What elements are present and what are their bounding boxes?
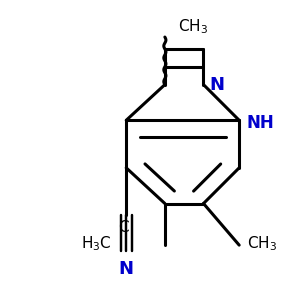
Text: N: N [209, 76, 224, 94]
Text: NH: NH [247, 114, 274, 132]
Text: CH$_3$: CH$_3$ [178, 17, 208, 36]
Text: C: C [118, 220, 129, 235]
Text: CH$_3$: CH$_3$ [247, 234, 277, 253]
Text: H$_3$C: H$_3$C [81, 234, 111, 253]
Text: N: N [119, 260, 134, 278]
